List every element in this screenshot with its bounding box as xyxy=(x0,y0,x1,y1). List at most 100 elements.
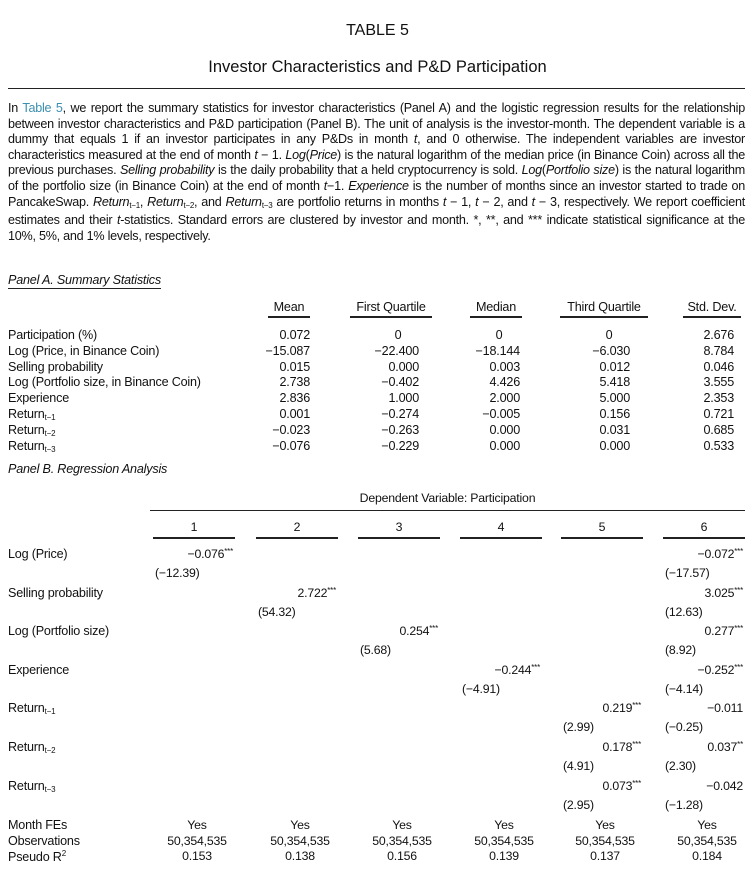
row-label-text: Selling probability xyxy=(8,359,103,374)
coefficient: 0.037** xyxy=(707,740,743,754)
caption-segment: , xyxy=(139,194,148,209)
panel-a-value: −0.076 xyxy=(272,438,310,453)
caption-segment: t xyxy=(442,194,447,209)
t-statistic: (−12.39) xyxy=(155,566,200,580)
row-label-text: Return xyxy=(8,407,45,421)
panel-a-value: 3.555 xyxy=(703,375,734,390)
row-label-text: Return xyxy=(8,778,45,793)
row-label-text: Log (Portfolio size, in Binance Coin) xyxy=(8,375,201,390)
coefficient-value: −0.042 xyxy=(706,778,743,793)
caption-segment: are portfolio returns in months xyxy=(272,194,443,209)
panel-a-row-label: Returnt−1 xyxy=(8,407,56,422)
t-statistic: (8.92) xyxy=(665,643,696,658)
coefficient-value: −0.244 xyxy=(494,662,532,677)
panel-a-value: 0.685 xyxy=(703,422,734,437)
panel-a-value: 0.046 xyxy=(703,359,734,374)
caption-segment: t−2 xyxy=(183,200,195,210)
caption-segment: ( xyxy=(305,147,310,162)
panel-a-value: −6.030 xyxy=(592,343,630,358)
coefficient-value: 2.722 xyxy=(297,585,328,600)
panel-a-value: 0.072 xyxy=(279,328,310,342)
coefficient: 0.219*** xyxy=(602,701,641,715)
panel-a-value: 0.000 xyxy=(489,438,520,453)
row-label-text: Experience xyxy=(8,662,70,677)
panel-a-header: Median xyxy=(470,300,522,318)
panel-a-value: −0.005 xyxy=(482,407,520,421)
panel-b-footer-value: 50,354,535 xyxy=(167,833,227,848)
panel-b-footer-value: Yes xyxy=(392,818,412,832)
caption-segment: Price xyxy=(309,147,338,162)
t-statistic: (−1.28) xyxy=(665,797,703,812)
coefficient-value: 0.037 xyxy=(707,740,738,754)
panel-b-footer-value: Yes xyxy=(697,818,717,832)
caption-segment: Return xyxy=(225,194,263,209)
panel-a-header: Std. Dev. xyxy=(683,300,741,318)
panel-a-value: −15.087 xyxy=(265,343,311,358)
row-label-text: Log (Portfolio size) xyxy=(8,624,109,639)
panel-b-label: Panel B. Regression Analysis xyxy=(8,462,168,476)
panel-a-value: −18.144 xyxy=(475,343,521,358)
panel-b-footer-label: Month FEs xyxy=(8,818,67,832)
panel-b-row-label: Returnt−3 xyxy=(8,778,56,794)
panel-a-value: 0 xyxy=(394,328,402,342)
row-label-text: Return xyxy=(8,701,45,716)
row-label-subscript: t−1 xyxy=(44,413,56,422)
panel-a-value: 0.721 xyxy=(703,407,734,421)
panel-b-footer-value: 50,354,535 xyxy=(270,833,330,848)
panel-b-footer-value: Yes xyxy=(595,818,615,832)
panel-b-column-header: 6 xyxy=(663,520,745,539)
panel-a-value: 0.000 xyxy=(599,438,630,453)
row-label-text: Participation (%) xyxy=(8,328,97,342)
t-statistic: (2.30) xyxy=(665,759,696,773)
panel-a-value: 0 xyxy=(495,328,503,342)
panel-a-value: 5.418 xyxy=(599,375,630,390)
caption-segment: Portfolio size xyxy=(545,163,615,178)
significance-stars: *** xyxy=(734,585,743,595)
row-label-text: Log (Price) xyxy=(8,547,68,561)
row-label-text: Return xyxy=(8,438,45,453)
coefficient-value: 0.277 xyxy=(704,624,735,639)
significance-stars: ** xyxy=(737,740,743,749)
caption-segment: , and xyxy=(194,194,226,209)
panel-a-header: Mean xyxy=(268,300,310,318)
coefficient-value: 0.254 xyxy=(399,624,430,639)
panel-b-column-header: 5 xyxy=(561,520,643,539)
caption-segment: -statistics. Standard errors are cluster… xyxy=(8,213,745,243)
footer-label-superscript: 2 xyxy=(61,849,66,858)
panel-a-value: 0.001 xyxy=(279,407,310,421)
caption-segment: t xyxy=(531,194,536,209)
row-label-subscript: t−2 xyxy=(44,746,56,755)
coefficient-value: −0.072 xyxy=(697,547,735,561)
panel-a-value: 0.156 xyxy=(599,407,630,421)
panel-b-footer-value: 0.138 xyxy=(285,849,315,863)
panel-a-value: 2.676 xyxy=(703,328,734,342)
panel-a-header: Third Quartile xyxy=(560,300,648,318)
significance-stars: *** xyxy=(734,547,743,556)
table-link[interactable]: Table 5 xyxy=(22,101,63,115)
caption-segment: ( xyxy=(541,163,546,178)
significance-stars: *** xyxy=(632,778,641,788)
panel-b-column-header: 2 xyxy=(256,520,338,539)
coefficient: −0.076*** xyxy=(187,547,233,561)
caption-segment: , we report the summary statistics for i… xyxy=(8,101,745,147)
panel-b-row-label: Selling probability xyxy=(8,586,103,600)
panel-b-column-header: 3 xyxy=(358,520,440,539)
t-statistic: (−4.14) xyxy=(665,681,703,696)
caption-segment: −1. xyxy=(327,178,349,193)
panel-a-header: First Quartile xyxy=(350,300,432,318)
caption-segment: t−1 xyxy=(129,200,140,210)
significance-stars: *** xyxy=(224,547,233,556)
panel-b-footer-value: 0.139 xyxy=(489,849,519,863)
panel-a-value: 2.000 xyxy=(489,391,520,406)
significance-stars: *** xyxy=(734,662,743,672)
coefficient-value: 0.178 xyxy=(602,740,633,754)
dependent-variable-label: Dependent Variable: Participation xyxy=(359,491,536,505)
panel-a-value: −22.400 xyxy=(374,343,420,358)
panel-a-value: −0.402 xyxy=(381,375,419,390)
caption-segment: Log xyxy=(521,163,543,178)
footer-label-text: Observations xyxy=(8,833,80,848)
row-label-subscript: t−2 xyxy=(44,428,56,438)
coefficient: −0.244*** xyxy=(494,663,540,677)
title-rule xyxy=(8,88,745,89)
